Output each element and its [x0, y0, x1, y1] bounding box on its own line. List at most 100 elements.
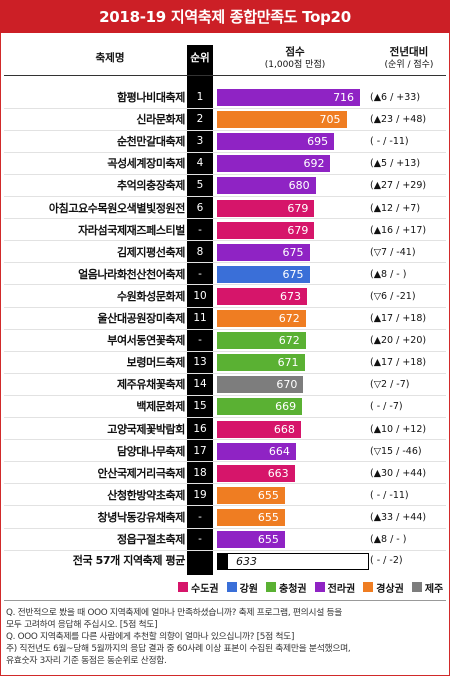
score-bar [217, 221, 315, 239]
header-change: 전년대비 (순위 / 점수) [372, 46, 446, 72]
note-line: Q. 전반적으로 봤을 때 OOO 지역축제에 얼마나 만족하셨습니까? 축제 … [6, 608, 343, 618]
row-separator [4, 196, 446, 197]
row-separator [4, 439, 446, 441]
score-value: 670 [276, 378, 298, 392]
row-separator [4, 262, 446, 264]
festival-row: 담양대나무축제 17 664 (▽15 / -46) [0, 440, 450, 463]
legend-item: 강원 [226, 580, 258, 595]
score-value: 669 [275, 400, 297, 414]
average-label: 전국 57개 지역축제 평균 [72, 554, 186, 567]
year-change: (▲17 / +18) [370, 313, 427, 324]
row-separator [4, 107, 446, 109]
header-change-label: 전년대비 [389, 46, 429, 58]
festival-row: 정읍구절초축제 - 655 (▲8 / - ) [0, 528, 450, 551]
festival-rank: - [198, 533, 202, 545]
legend-swatch [226, 582, 237, 592]
row-separator [4, 240, 446, 242]
festival-name: 산청한방약초축제 [107, 488, 185, 502]
legend-label: 전라권 [327, 583, 356, 595]
festival-row: 수원화성문화제 10 673 (▽6 / -21) [0, 285, 450, 308]
festival-row: 아침고요수목원오색별빛정원전 6 679 (▲12 / +7) [0, 197, 450, 220]
score-value: 680 [288, 179, 310, 193]
row-separator [4, 527, 446, 529]
festival-name: 부여서동연꽃축제 [107, 334, 185, 348]
row-separator [4, 505, 446, 507]
year-change: (▲8 / - ) [370, 534, 407, 545]
festival-name: 제주유채꽃축제 [116, 378, 185, 392]
score-value: 655 [257, 510, 279, 524]
average-change: ( - / -2) [370, 555, 403, 566]
note-line: 모두 고려하여 응답해 주십시오. [5점 척도] [6, 620, 158, 630]
score-bar [217, 486, 285, 504]
festival-name: 얼음나라화천산천어축제 [78, 267, 185, 281]
year-change: (▲33 / +44) [370, 511, 427, 523]
row-separator [4, 350, 446, 352]
average-row: 전국 57개 지역축제 평균 633 ( - / -2) [0, 548, 450, 574]
year-change: (▲12 / +7) [370, 202, 421, 214]
average-value: 633 [236, 555, 257, 568]
year-change: (▲23 / +48) [370, 114, 427, 126]
festival-rank: - [198, 223, 202, 236]
year-change: (▲10 / +12) [370, 423, 427, 435]
festival-name: 추억의충장축제 [116, 179, 185, 193]
festival-name: 보령머드축제 [126, 356, 186, 370]
score-bar [217, 398, 303, 416]
festival-name: 수원화성문화제 [116, 289, 185, 303]
year-change: (▲17 / +18) [370, 357, 427, 369]
festival-name: 백제문화제 [136, 400, 185, 414]
festival-row: 함평나비대축제 1 716 (▲6 / +33) [0, 86, 450, 109]
header-rank: 순위 [190, 52, 210, 64]
score-value: 705 [319, 113, 341, 127]
note-line: 유효숫자 3자리 기준 동점은 동순위로 산정함. [6, 656, 167, 666]
festival-name: 김제지평선축제 [116, 245, 185, 259]
score-bar [217, 508, 285, 526]
score-value: 655 [257, 533, 279, 546]
average-bar: 633 [217, 553, 369, 570]
score-value: 664 [268, 444, 290, 458]
festival-name: 곡성세계장미축제 [107, 157, 185, 171]
score-bar [217, 89, 361, 106]
score-bar [217, 155, 331, 173]
festival-rank: 17 [193, 444, 207, 457]
average-rank-cell [187, 548, 213, 574]
legend-swatch [363, 582, 374, 592]
legend-swatch [266, 582, 277, 592]
festival-rank: 3 [196, 135, 204, 148]
row-separator [4, 394, 446, 396]
score-bar [217, 332, 306, 350]
festival-name: 울산대공원장미축제 [97, 312, 186, 325]
festival-name: 자라섬국제재즈페스티벌 [78, 223, 185, 237]
legend-label: 충청권 [279, 583, 307, 595]
festival-row: 안산국제거리극축제 18 663 (▲30 / +44) [0, 462, 450, 485]
festival-rank: - [198, 510, 202, 523]
rank-column-background [187, 45, 213, 575]
score-bar [217, 531, 285, 548]
festival-row: 백제문화제 15 669 ( - / -7) [0, 395, 450, 418]
row-separator [4, 328, 446, 330]
year-change: (▲5 / +13) [370, 158, 421, 170]
festival-row: 순천만갈대축제 3 695 ( - / -11) [0, 130, 450, 153]
festival-rank: - [198, 334, 202, 347]
festival-rank: 14 [193, 378, 207, 391]
score-value: 673 [280, 289, 302, 303]
score-bar [217, 265, 310, 283]
row-separator [4, 284, 446, 286]
year-change: (▽6 / -21) [370, 290, 416, 302]
row-separator [4, 129, 446, 131]
score-value: 695 [307, 135, 329, 149]
legend-label: 제주 [424, 583, 444, 595]
score-bar [217, 354, 305, 372]
festival-row: 보령머드축제 13 671 (▲17 / +18) [0, 351, 450, 374]
score-bar [217, 243, 310, 261]
legend-item: 제주 [411, 580, 444, 595]
legend-swatch [411, 582, 422, 592]
festival-row: 울산대공원장미축제 11 672 (▲17 / +18) [0, 307, 450, 330]
score-bar [217, 177, 316, 195]
legend-label: 수도권 [191, 583, 219, 595]
legend-item: 충청권 [266, 580, 307, 595]
festival-row: 신라문화제 2 705 (▲23 / +48) [0, 108, 450, 131]
year-change: (▽15 / -46) [370, 445, 422, 457]
festival-row: 창녕낙동강유채축제 - 655 (▲33 / +44) [0, 506, 450, 529]
row-separator [4, 173, 446, 175]
legend-swatch [178, 582, 188, 592]
